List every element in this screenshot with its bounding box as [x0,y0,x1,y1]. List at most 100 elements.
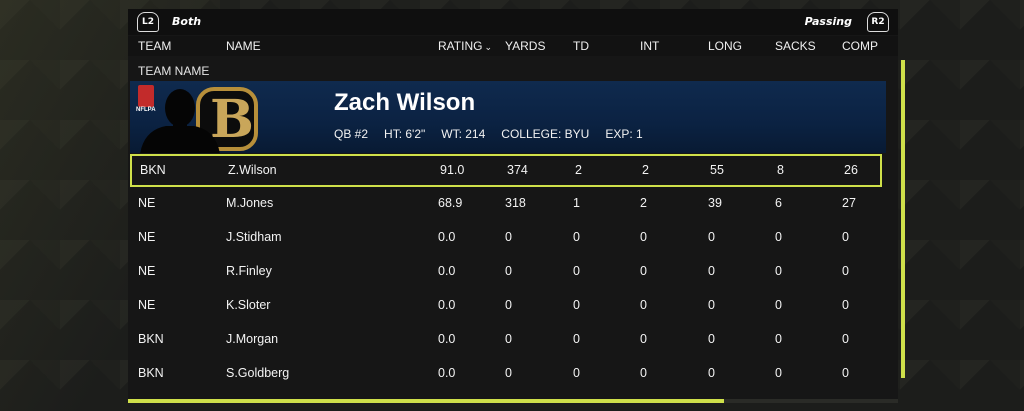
cell-sacks: 0 [775,264,782,278]
player-college: COLLEGE: BYU [501,127,590,141]
player-position: QB #2 [334,127,369,141]
cell-yards: 374 [507,163,528,177]
cell-name: K.Sloter [226,298,271,312]
cell-yards: 0 [505,366,512,380]
cell-td: 0 [573,366,580,380]
cell-name: J.Morgan [226,332,279,346]
player-weight: WT: 214 [441,127,486,141]
r2-button[interactable]: R2 [867,12,889,32]
col-header-name[interactable]: NAME [226,39,261,53]
player-banner: NFLPA B Zach Wilson QB #2 HT: 6'2" WT: 214… [130,81,886,153]
cell-sacks: 0 [775,366,782,380]
cell-sacks: 0 [775,332,782,346]
cell-td: 0 [573,264,580,278]
table-row[interactable]: NE M.Jones 68.9 318 1 2 39 6 27 [128,187,898,221]
cell-team: NE [138,298,156,312]
cell-td: 0 [573,298,580,312]
l2-button[interactable]: L2 [137,12,159,32]
cell-comp: 0 [842,298,849,312]
stats-table: BKN Z.Wilson 91.0 374 2 2 55 8 26 NE M.J… [128,154,898,391]
cell-name: Z.Wilson [228,163,277,177]
cell-int: 0 [640,264,647,278]
cell-int: 0 [640,366,647,380]
chevron-down-icon: ⌄ [484,42,492,52]
cell-td: 0 [573,332,580,346]
cell-td: 1 [573,196,580,210]
cell-name: R.Finley [226,264,272,278]
cell-team: NE [138,230,156,244]
cell-long: 55 [710,163,724,177]
cell-sacks: 0 [775,298,782,312]
col-header-long[interactable]: LONG [708,39,743,53]
col-header-team[interactable]: TEAM [138,39,172,53]
col-header-int[interactable]: INT [640,39,660,53]
cell-long: 0 [708,366,715,380]
team-name-label: TEAM NAME [138,64,210,78]
team-logo: B [196,87,258,151]
cell-rating: 0.0 [438,264,456,278]
team-logo-letter: B [210,89,254,150]
stats-panel: L2 Both Passing R2 TEAM NAME RATING ⌄ YAR… [128,9,898,399]
cell-int: 2 [642,163,649,177]
cell-long: 0 [708,332,715,346]
cell-rating: 68.9 [438,196,463,210]
cell-rating: 91.0 [440,163,465,177]
filter-bar: L2 Both Passing R2 [128,9,898,35]
cell-yards: 0 [505,332,512,346]
cell-rating: 0.0 [438,298,456,312]
cell-team: BKN [138,366,164,380]
cell-td: 2 [575,163,582,177]
table-row[interactable]: NE J.Stidham 0.0 0 0 0 0 0 0 [128,221,898,255]
cell-rating: 0.0 [438,366,456,380]
table-row[interactable]: BKN Z.Wilson 91.0 374 2 2 55 8 26 [130,154,882,187]
col-header-comp[interactable]: COMP [842,39,878,53]
cell-sacks: 8 [777,163,784,177]
cell-yards: 0 [505,264,512,278]
cell-comp: 27 [842,196,856,210]
cell-rating: 0.0 [438,332,456,346]
horizontal-scroll-thumb[interactable] [128,399,724,403]
cell-comp: 0 [842,230,849,244]
cell-comp: 0 [842,332,849,346]
cell-team: NE [138,264,156,278]
cell-td: 0 [573,230,580,244]
col-header-sacks[interactable]: SACKS [775,39,816,53]
table-row[interactable]: NE K.Sloter 0.0 0 0 0 0 0 0 [128,289,898,323]
cell-yards: 0 [505,230,512,244]
cell-name: J.Stidham [226,230,282,244]
column-header-row: TEAM NAME RATING ⌄ YARDS TD INT LONG SACK… [128,36,898,56]
cell-name: S.Goldberg [226,366,290,380]
table-row[interactable]: NE R.Finley 0.0 0 0 0 0 0 0 [128,255,898,289]
col-header-rating-label: RATING [438,39,483,53]
player-experience: EXP: 1 [605,127,643,141]
cell-int: 0 [640,298,647,312]
player-silhouette-icon [140,89,220,153]
cell-long: 0 [708,264,715,278]
cell-comp: 0 [842,264,849,278]
cell-long: 0 [708,230,715,244]
player-name: Zach Wilson [334,89,476,116]
col-header-rating[interactable]: RATING ⌄ [438,39,492,53]
cell-rating: 0.0 [438,230,456,244]
cell-sacks: 0 [775,230,782,244]
col-header-yards[interactable]: YARDS [505,39,546,53]
cell-team: NE [138,196,156,210]
cell-long: 39 [708,196,722,210]
table-row[interactable]: BKN J.Morgan 0.0 0 0 0 0 0 0 [128,323,898,357]
cell-comp: 0 [842,366,849,380]
cell-int: 2 [640,196,647,210]
player-info: QB #2 HT: 6'2" WT: 214 COLLEGE: BYU EXP: 1 [334,127,659,141]
cell-yards: 318 [505,196,526,210]
cell-name: M.Jones [226,196,274,210]
player-height: HT: 6'2" [384,127,426,141]
table-row[interactable]: BKN S.Goldberg 0.0 0 0 0 0 0 0 [128,357,898,391]
col-header-td[interactable]: TD [573,39,589,53]
vertical-scrollbar[interactable] [901,60,905,378]
cell-sacks: 6 [775,196,782,210]
nflpa-shield-icon [138,85,154,107]
filter-right-label: Passing [804,15,852,28]
nflpa-badge-text: NFLPA [136,107,156,113]
cell-comp: 26 [844,163,858,177]
cell-int: 0 [640,230,647,244]
cell-yards: 0 [505,298,512,312]
